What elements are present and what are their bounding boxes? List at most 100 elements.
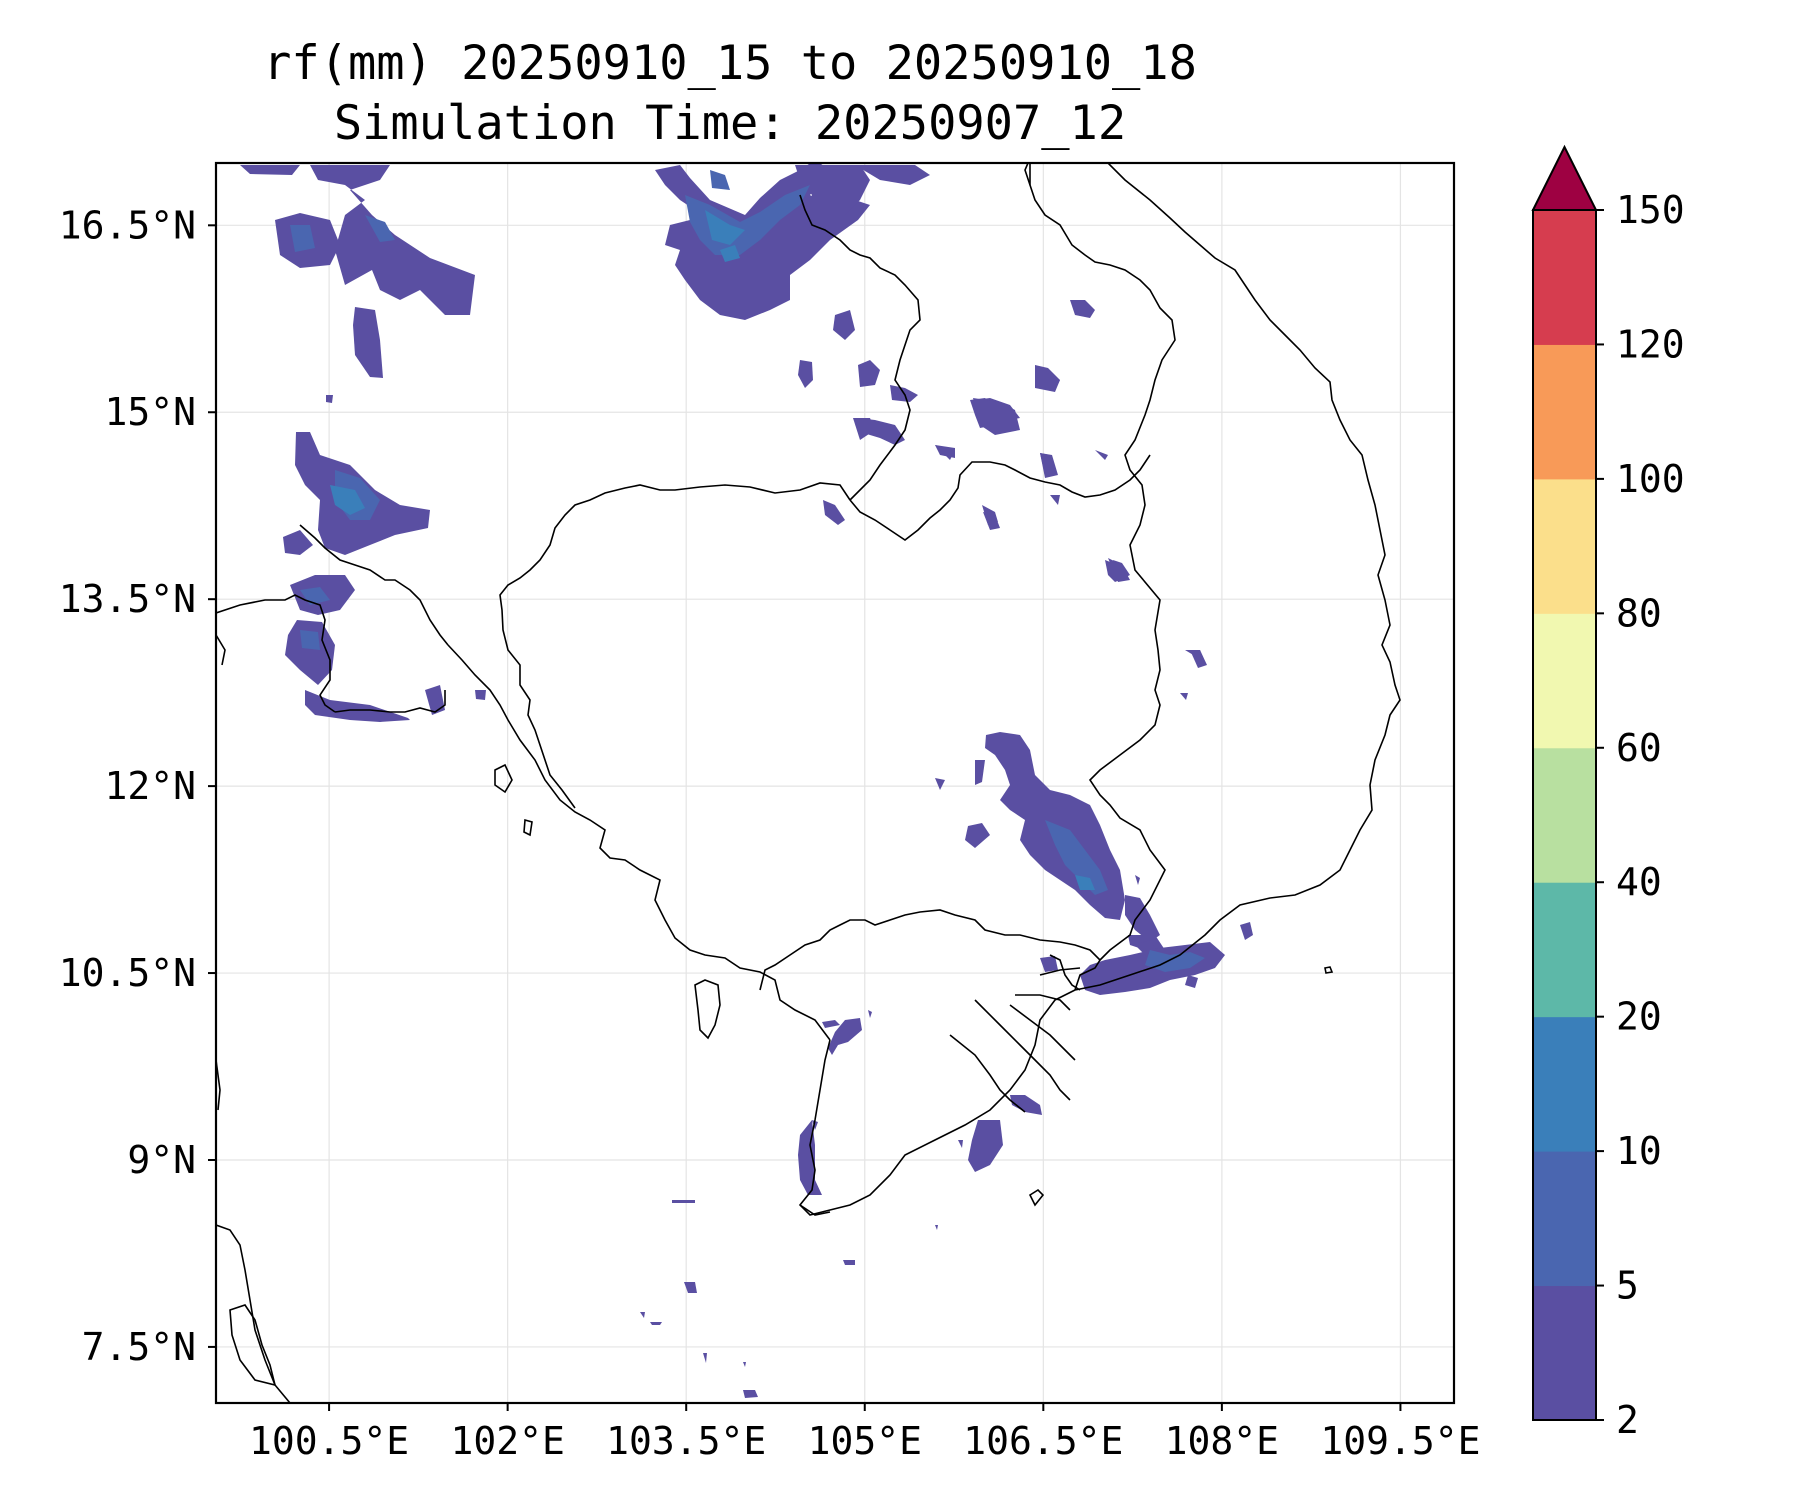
- thailand-coast-west: [216, 1224, 291, 1403]
- colorbar-tick-label: 80: [1616, 591, 1662, 635]
- chart-title-line2: Simulation Time: 20250907_12: [333, 96, 1127, 151]
- colorbar: 2 5 10 20 40 60 80 100 120 150: [1531, 144, 1685, 1442]
- rain-patch: [640, 1312, 645, 1318]
- rain-patch: [1050, 495, 1060, 505]
- colorbar-segment: [1533, 210, 1596, 345]
- cambodia-vietnam-border: [759, 909, 1102, 991]
- y-tick-label: 16.5°N: [59, 203, 196, 247]
- colorbar-tick-label: 150: [1616, 188, 1685, 232]
- gulf-islands: [494, 763, 513, 794]
- rain-patch: [365, 215, 395, 242]
- x-tick-label: 105°E: [808, 1419, 922, 1463]
- con-dao-island: [1028, 1188, 1045, 1207]
- y-tick-label: 10.5°N: [59, 951, 196, 995]
- rain-patch: [1185, 650, 1205, 662]
- rain-patch: [672, 1200, 695, 1203]
- rain-patch: [1125, 895, 1160, 942]
- delta-rivers: [1009, 1004, 1076, 1061]
- thai-coast-small: [216, 634, 226, 666]
- rain-patch: [1185, 975, 1198, 988]
- rain-patch: [823, 500, 845, 525]
- x-axis-ticks: 100.5°E 102°E 103.5°E 105°E 106.5°E 108°E 109.…: [249, 1403, 1481, 1463]
- rain-patch: [973, 398, 1020, 435]
- rain-patch: [822, 1020, 840, 1028]
- rain-patch: [703, 1353, 707, 1363]
- rain-patch: [240, 165, 300, 175]
- rain-patch: [1010, 1095, 1042, 1115]
- rain-patch: [743, 1390, 758, 1398]
- y-tick-label: 13.5°N: [59, 577, 196, 621]
- rain-patch: [283, 530, 313, 555]
- rain-patch: [968, 1120, 1003, 1172]
- vietnam-coastline: [1074, 163, 1401, 991]
- delta-rivers: [1039, 967, 1081, 976]
- small-island: [1324, 966, 1334, 974]
- colorbar-segment: [1533, 747, 1596, 883]
- small-island: [229, 1304, 277, 1387]
- colorbar-tick-label: 120: [1616, 322, 1685, 366]
- rain-10-20mm: [330, 210, 1095, 890]
- rain-patch: [965, 823, 990, 848]
- rain-patch: [958, 1140, 963, 1148]
- rain-patch: [858, 360, 880, 387]
- rainfall-contours: [240, 163, 1253, 1398]
- rain-patch: [812, 1120, 818, 1130]
- rain-patch: [935, 1225, 938, 1230]
- thailand-coast: [299, 524, 449, 646]
- rain-patch: [305, 690, 410, 722]
- colorbar-tick-label: 100: [1616, 457, 1685, 501]
- ca-mau-peninsula: [799, 1204, 831, 1216]
- colorbar-tick-label: 5: [1616, 1264, 1639, 1308]
- mekong-delta-coast: [798, 989, 1076, 1216]
- rain-patch: [843, 1260, 855, 1265]
- gulf-islands: [523, 818, 533, 837]
- rain-patch: [1040, 453, 1058, 478]
- rain-patch: [353, 307, 383, 378]
- rain-patch: [975, 760, 985, 785]
- rain-patch: [935, 445, 955, 460]
- rain-patch: [828, 1018, 862, 1055]
- colorbar-frame: [1532, 209, 1597, 1421]
- rain-patch: [1075, 875, 1095, 890]
- colorbar-tick-label: 2: [1616, 1398, 1639, 1442]
- rain-patch: [684, 1282, 697, 1293]
- rain-patch: [868, 1010, 872, 1018]
- x-tick-label: 100.5°E: [249, 1419, 409, 1463]
- rain-patch: [1045, 820, 1108, 895]
- thailand-isthmus: [216, 1059, 221, 1111]
- rain-patch: [705, 210, 745, 245]
- rain-patch: [710, 170, 730, 190]
- delta-rivers: [1015, 994, 1071, 1011]
- rain-patch: [1070, 300, 1095, 318]
- map-frame: [214, 161, 1456, 1405]
- thai-cambodia-border: [499, 482, 851, 809]
- y-tick-label: 12°N: [104, 764, 196, 808]
- rain-patch: [300, 630, 320, 650]
- rain-patch: [853, 418, 875, 440]
- rain-patch: [1180, 693, 1188, 700]
- rain-patch: [475, 690, 486, 700]
- colorbar-tick-label: 60: [1616, 726, 1662, 770]
- delta-rivers: [949, 1034, 1026, 1113]
- colorbar-segment: [1533, 1016, 1596, 1152]
- cambodia-coast: [447, 644, 831, 1041]
- rain-patch: [1040, 956, 1058, 972]
- rain-patch: [833, 310, 855, 340]
- rain-patch: [1240, 922, 1253, 940]
- thai-coast-south: [334, 690, 446, 713]
- rain-patch: [1035, 365, 1060, 392]
- rain-patch: [1095, 450, 1108, 460]
- y-tick-label: 7.5°N: [82, 1325, 196, 1369]
- laos-vietnam-border-north: [1024, 163, 1031, 186]
- x-tick-label: 102°E: [450, 1419, 564, 1463]
- colorbar-segment: [1533, 478, 1596, 614]
- map-background: [216, 163, 1454, 1403]
- rain-patch: [855, 165, 930, 185]
- colorbar-tick-label: 10: [1616, 1129, 1662, 1173]
- x-tick-label: 106.5°E: [963, 1419, 1123, 1463]
- rain-patch: [1145, 950, 1205, 972]
- rain-patch: [982, 505, 998, 525]
- colorbar-extend-arrow: [1531, 144, 1598, 211]
- colorbar-tick-label: 40: [1616, 860, 1662, 904]
